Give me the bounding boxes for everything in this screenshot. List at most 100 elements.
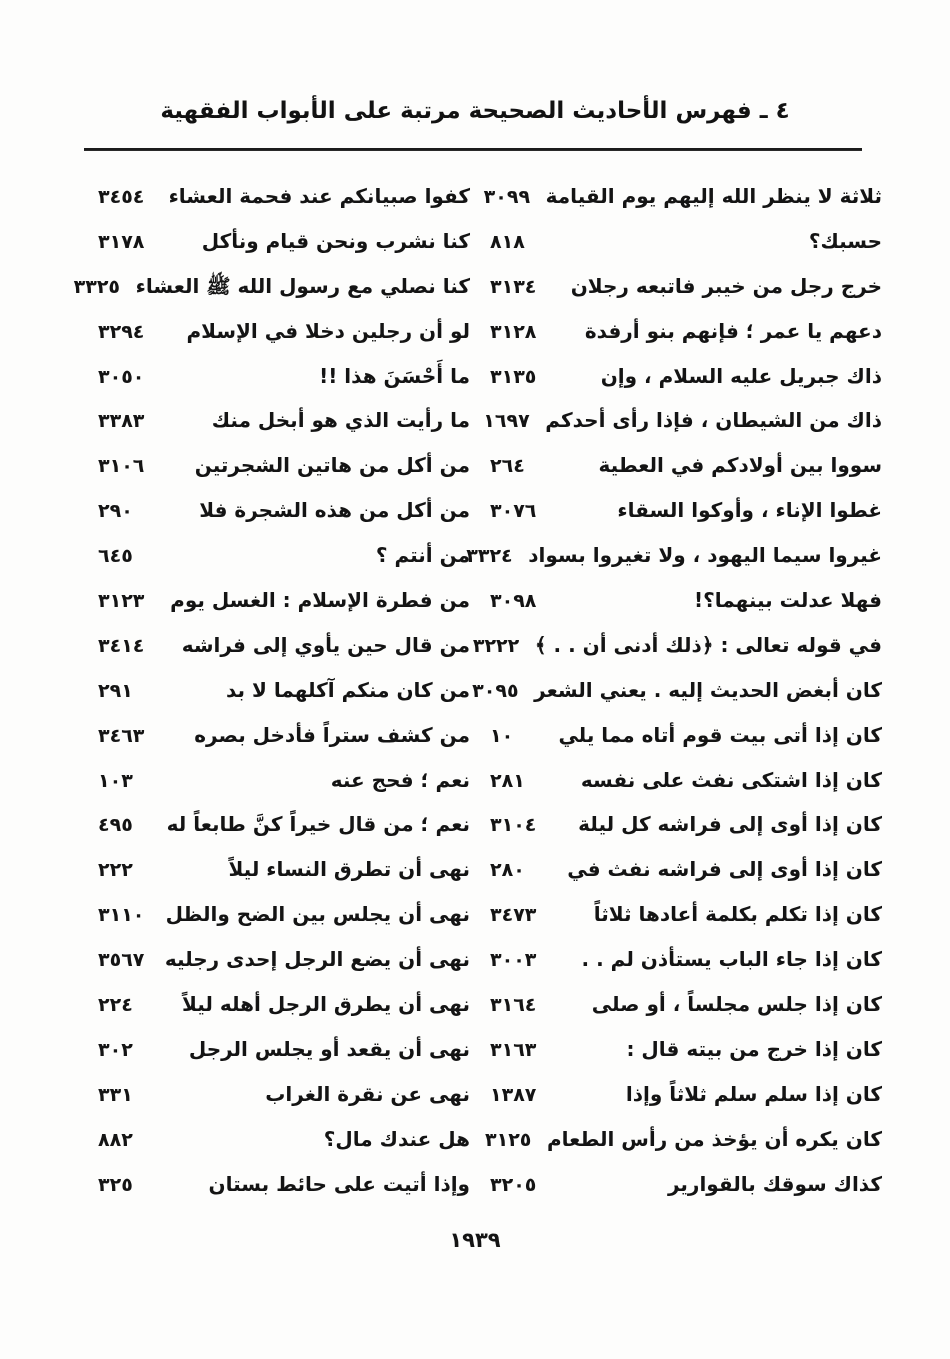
hadith-text: من أنتم ؟: [375, 543, 470, 568]
index-row: نهى أن تطرق النساء ليلاً ٢٢٢: [98, 857, 470, 902]
index-row: كان يكره أن يؤخذ من رأس الطعام ٣١٢٥: [485, 1127, 882, 1172]
index-row: وإذا أتيت على حائط بستان ٣٢٥: [98, 1172, 470, 1217]
page-footer: ١٩٣٩: [0, 1228, 950, 1252]
index-row: كان إذا سلم سلم ثلاثاً وإذا ١٣٨٧: [490, 1082, 882, 1127]
index-row: من كان منكم آكلهما لا بد ٢٩١: [98, 678, 470, 723]
hadith-ref-number: ٣١٢٥: [485, 1128, 532, 1151]
hadith-ref-number: ٨٨٢: [98, 1128, 133, 1151]
index-row: فهلا عدلت بينهما؟! ٣٠٩٨: [490, 588, 882, 633]
hadith-text: هل عندك مال؟: [323, 1126, 470, 1151]
index-row: نهى أن يجلس بين الضح والظل ٣١١٠: [98, 902, 470, 947]
hadith-text: نهى أن تطرق النساء ليلاً: [228, 857, 470, 882]
hadith-ref-number: ٣١١٠: [98, 904, 145, 927]
hadith-ref-number: ٣٠٠٣: [490, 949, 537, 972]
index-row: كان إذا أتى بيت قوم أتاه مما يلي ١٠: [490, 723, 882, 768]
index-row: سووا بين أولادكم في العطية ٢٦٤: [490, 453, 882, 498]
index-row: كان إذا جاء الباب يستأذن لم . . ٣٠٠٣: [490, 947, 882, 992]
hadith-ref-number: ٣١٦٤: [490, 994, 537, 1017]
hadith-text: لو أن رجلين دخلا في الإسلام: [186, 318, 471, 343]
index-row: كنا نشرب ونحن قيام ونأكل ٣١٧٨: [98, 229, 470, 274]
hadith-text: كنا نشرب ونحن قيام ونأكل: [201, 228, 470, 253]
index-columns: ثلاثة لا ينظر الله إليهم يوم القيامة ٣٠٩…: [74, 184, 882, 1217]
hadith-text: نهى أن يطرق الرجل أهله ليلاً: [182, 992, 470, 1017]
hadith-text: نعم ؛ فحج عنه: [330, 767, 470, 792]
index-row: غيروا سيما اليهود ، ولا تغيروا بسواد ٣٣٢…: [466, 543, 882, 588]
hadith-ref-number: ٢٩١: [98, 679, 133, 702]
hadith-text: نهى عن نقرة الغراب: [265, 1081, 470, 1106]
index-row: نعم ؛ فحج عنه ١٠٣: [98, 768, 470, 813]
index-column-left: كفوا صبيانكم عند فحمة العشاء ٣٤٥٤ كنا نش…: [74, 184, 470, 1217]
hadith-ref-number: ٢٨٠: [490, 859, 525, 882]
index-row: كنا نصلي مع رسول الله ﷺ العشاء ٣٣٢٥: [74, 274, 470, 319]
index-row: كان إذا تكلم بكلمة أعادها ثلاثاً ٣٤٧٣: [490, 902, 882, 947]
hadith-ref-number: ٤٩٥: [98, 814, 133, 837]
hadith-ref-number: ٣١٧٨: [98, 230, 145, 253]
hadith-ref-number: ٣٠٢: [98, 1038, 133, 1061]
index-row: كان إذا أوى إلى فراشه كل ليلة ٣١٠٤: [490, 812, 882, 857]
hadith-ref-number: ٣١٦٣: [490, 1038, 537, 1061]
hadith-ref-number: ٣٠٩٥: [472, 679, 519, 702]
hadith-text: من كان منكم آكلهما لا بد: [226, 677, 470, 702]
index-row: من أكل من هاتين الشجرتين ٣١٠٦: [98, 453, 470, 498]
index-row: كذاك سوقك بالقوارير ٣٢٠٥: [490, 1172, 882, 1217]
index-row: هل عندك مال؟ ٨٨٢: [98, 1127, 470, 1172]
hadith-text: كذاك سوقك بالقوارير: [667, 1171, 882, 1196]
hadith-text: خرج رجل من خيبر فاتبعه رجلان: [570, 273, 882, 298]
hadith-text: نعم ؛ من قال خيراً كنَّ طابعاً له: [166, 812, 470, 837]
hadith-ref-number: ٢٢٤: [98, 994, 133, 1017]
index-row: نهى عن نقرة الغراب ٣٣١: [98, 1082, 470, 1127]
hadith-text: وإذا أتيت على حائط بستان: [208, 1171, 470, 1196]
hadith-ref-number: ٢٨١: [490, 769, 525, 792]
page-header: ٤ ـ فهرس الأحاديث الصحيحة مرتبة على الأب…: [0, 98, 950, 124]
hadith-ref-number: ١٦٩٧: [483, 410, 530, 433]
index-row: دعهم يا عمر ؛ فإنهم بنو أرفدة ٣١٢٨: [490, 319, 882, 364]
hadith-text: دعهم يا عمر ؛ فإنهم بنو أرفدة: [584, 318, 882, 343]
hadith-text: غيروا سيما اليهود ، ولا تغيروا بسواد: [528, 543, 882, 568]
hadith-text: ثلاثة لا ينظر الله إليهم يوم القيامة: [545, 184, 882, 208]
hadith-text: كان إذا اشتكى نفث على نفسه: [580, 767, 882, 792]
hadith-text: كان إذا جاء الباب يستأذن لم . .: [581, 947, 882, 972]
page-number: ١٩٣٩: [449, 1228, 501, 1252]
index-row: ما رأيت الذي هو أبخل منك ٣٣٨٣: [98, 408, 470, 453]
index-row: ذاك من الشيطان ، فإذا رأى أحدكم ١٦٩٧: [483, 408, 882, 453]
hadith-ref-number: ٣٤١٤: [98, 634, 145, 657]
hadith-text: كان إذا جلس مجلساً ، أو صلى: [591, 992, 882, 1017]
index-column-right: ثلاثة لا ينظر الله إليهم يوم القيامة ٣٠٩…: [466, 184, 882, 1217]
index-row: في قوله تعالى : ﴿ذلك أدنى أن . . ﴾ ٣٢٢٢: [473, 632, 882, 678]
index-row: من قال حين يأوي إلى فراشه ٣٤١٤: [98, 633, 470, 678]
index-row: كان إذا خرج من بيته قال : ٣١٦٣: [490, 1037, 882, 1082]
hadith-ref-number: ١٠: [490, 724, 514, 747]
index-row: لو أن رجلين دخلا في الإسلام ٣٢٩٤: [98, 319, 470, 364]
hadith-text: ذاك من الشيطان ، فإذا رأى أحدكم: [545, 408, 882, 433]
index-row: كان إذا جلس مجلساً ، أو صلى ٣١٦٤: [490, 992, 882, 1037]
index-row: ثلاثة لا ينظر الله إليهم يوم القيامة ٣٠٩…: [484, 184, 882, 229]
index-row: كفوا صبيانكم عند فحمة العشاء ٣٤٥٤: [98, 184, 470, 229]
index-row: غطوا الإناء ، وأوكوا السقاء ٣٠٧٦: [490, 498, 882, 543]
hadith-ref-number: ٣٢٥: [98, 1173, 133, 1196]
hadith-text: من أكل من هذه الشجرة فلا: [199, 498, 470, 523]
hadith-ref-number: ٣٢٠٥: [490, 1173, 537, 1196]
hadith-ref-number: ٣١٠٤: [490, 814, 537, 837]
hadith-ref-number: ٣٠٧٦: [490, 500, 537, 523]
hadith-ref-number: ٣٢٢٢: [472, 634, 520, 657]
hadith-text: نهى أن يجلس بين الضح والظل: [165, 902, 470, 927]
hadith-ref-number: ٣٣٨٣: [98, 410, 145, 433]
hadith-text: ما رأيت الذي هو أبخل منك: [211, 408, 470, 433]
hadith-text: كان إذا أوى إلى فراشه نفث في: [567, 857, 882, 882]
hadith-text: في قوله تعالى : ﴿ذلك أدنى أن . . ﴾: [534, 632, 882, 657]
hadith-ref-number: ١٣٨٧: [490, 1083, 537, 1106]
hadith-ref-number: ٣٠٥٠: [98, 365, 145, 388]
index-row: كان إذا اشتكى نفث على نفسه ٢٨١: [490, 768, 882, 813]
hadith-ref-number: ١٠٣: [98, 769, 133, 792]
hadith-ref-number: ٣١٢٣: [98, 590, 145, 613]
hadith-ref-number: ٣٣١: [98, 1083, 133, 1106]
index-row: ما أَحْسَنَ هذا !! ٣٠٥٠: [98, 364, 470, 409]
hadith-ref-number: ٣١٣٥: [490, 365, 537, 388]
hadith-ref-number: ٣١٢٨: [490, 320, 537, 343]
hadith-text: حسبك؟: [808, 228, 882, 253]
index-row: من فطرة الإسلام : الغسل يوم ٣١٢٣: [98, 588, 470, 633]
hadith-text: فهلا عدلت بينهما؟!: [694, 588, 882, 613]
hadith-text: كان إذا خرج من بيته قال :: [626, 1036, 882, 1061]
hadith-text: نهى أن يقعد أو يجلس الرجل: [188, 1036, 470, 1061]
hadith-ref-number: ٨١٨: [490, 230, 525, 253]
